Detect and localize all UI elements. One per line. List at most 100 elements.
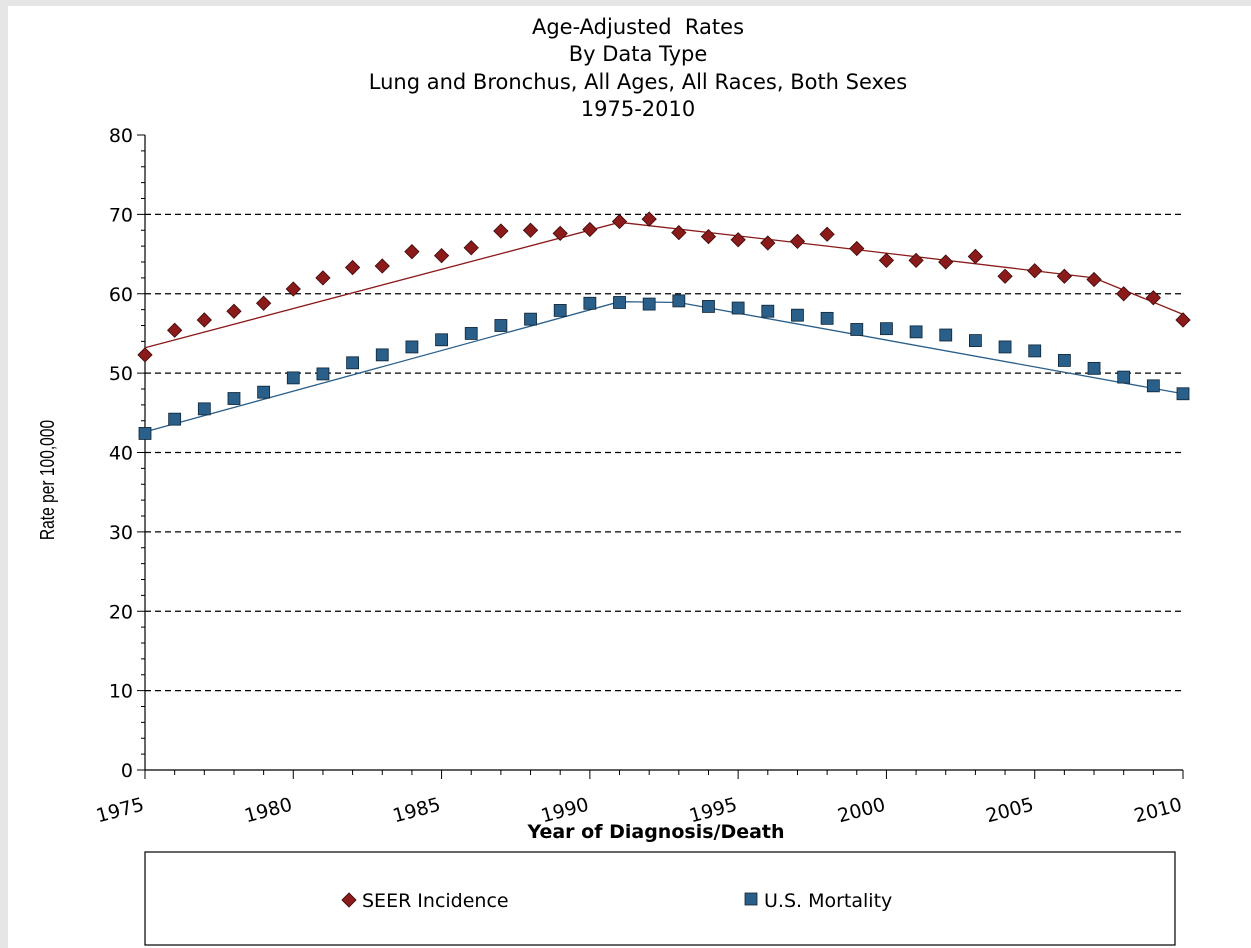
y-axis-ticks: 0 10 20 30 40 50 60 70 80 <box>109 125 145 782</box>
point-seer-incidence-1999 <box>849 240 865 257</box>
point-u-s-mortality-1998 <box>820 311 834 325</box>
point-u-s-mortality-1983 <box>375 348 389 362</box>
legend-marker-us-mortality <box>744 892 758 906</box>
point-seer-incidence-1991 <box>611 213 628 230</box>
point-seer-incidence-1990 <box>582 221 598 238</box>
point-u-s-mortality-1992 <box>642 297 656 311</box>
point-seer-incidence-2000 <box>878 252 895 269</box>
point-seer-incidence-2009 <box>1145 290 1161 306</box>
point-seer-incidence-1989 <box>552 225 568 242</box>
point-u-s-mortality-1990 <box>583 296 597 310</box>
point-u-s-mortality-2004 <box>998 340 1012 354</box>
point-seer-incidence-1975 <box>137 347 153 363</box>
point-u-s-mortality-1986 <box>464 327 478 340</box>
point-u-s-mortality-1981 <box>316 367 330 381</box>
point-u-s-mortality-2000 <box>880 322 893 336</box>
trend-lines <box>144 221 1184 433</box>
point-seer-incidence-2007 <box>1086 271 1102 288</box>
point-seer-incidence-1978 <box>226 303 242 319</box>
gridlines <box>145 213 1183 692</box>
point-u-s-mortality-1997 <box>791 308 804 322</box>
point-seer-incidence-1995 <box>730 232 746 248</box>
title-line-4: 1975-2010 <box>581 97 695 121</box>
y-tick-label-20: 20 <box>109 601 133 623</box>
x-tick-label-2010: 2010 <box>1132 794 1184 828</box>
point-seer-incidence-2001 <box>908 252 924 269</box>
x-axis-title: Year of Diagnosis/Death <box>526 821 784 843</box>
point-u-s-mortality-2008 <box>1117 370 1131 384</box>
point-seer-incidence-2008 <box>1116 286 1132 302</box>
trend-line-u-s-mortality <box>144 301 1184 433</box>
point-seer-incidence-1981 <box>315 270 331 286</box>
title-line-3: Lung and Bronchus, All Ages, All Races, … <box>369 70 907 94</box>
point-u-s-mortality-2003 <box>969 334 982 347</box>
point-u-s-mortality-1976 <box>168 412 182 426</box>
point-u-s-mortality-1975 <box>138 427 152 440</box>
x-tick-label-1985: 1985 <box>390 794 442 828</box>
legend-label-us-mortality: U.S. Mortality <box>764 890 892 912</box>
trend-line-seer-incidence <box>144 221 1184 349</box>
point-u-s-mortality-2005 <box>1028 344 1042 358</box>
x-tick-label-1980: 1980 <box>242 794 294 828</box>
point-u-s-mortality-1989 <box>553 304 567 317</box>
point-u-s-mortality-1999 <box>850 323 864 336</box>
point-seer-incidence-1997 <box>789 233 806 249</box>
point-seer-incidence-1996 <box>760 235 776 251</box>
point-seer-incidence-1983 <box>374 258 390 274</box>
point-seer-incidence-1982 <box>344 259 361 276</box>
x-tick-label-2000: 2000 <box>835 794 887 828</box>
point-seer-incidence-1977 <box>196 312 212 328</box>
point-seer-incidence-1976 <box>167 322 183 338</box>
point-seer-incidence-1993 <box>671 224 687 241</box>
x-axis-ticks: 1975 1980 1985 1990 1995 2000 2005 2010 <box>94 770 1184 827</box>
point-seer-incidence-1986 <box>463 240 479 256</box>
point-u-s-mortality-2002 <box>939 328 953 342</box>
point-seer-incidence-1980 <box>285 281 301 297</box>
point-seer-incidence-2006 <box>1056 268 1073 284</box>
point-u-s-mortality-1980 <box>286 371 300 385</box>
chart-title: Age-Adjusted Rates By Data Type Lung and… <box>369 15 907 121</box>
legend: SEER Incidence U.S. Mortality <box>144 851 1176 946</box>
point-seer-incidence-1998 <box>819 226 835 242</box>
point-seer-incidence-2005 <box>1027 263 1043 279</box>
title-line-1: Age-Adjusted Rates <box>532 15 744 39</box>
point-u-s-mortality-1991 <box>613 296 626 309</box>
point-u-s-mortality-1994 <box>702 300 715 313</box>
point-seer-incidence-1979 <box>255 295 272 311</box>
y-tick-label-60: 60 <box>109 284 133 306</box>
y-tick-label-70: 70 <box>109 204 133 226</box>
y-tick-label-80: 80 <box>109 125 133 147</box>
point-u-s-mortality-1978 <box>227 392 241 405</box>
point-u-s-mortality-1988 <box>524 312 537 326</box>
point-u-s-mortality-1996 <box>761 304 775 318</box>
x-tick-label-1975: 1975 <box>94 794 146 828</box>
y-tick-label-30: 30 <box>109 522 133 544</box>
point-u-s-mortality-1993 <box>672 294 686 308</box>
axes <box>144 135 1183 771</box>
legend-marker-seer-incidence <box>341 892 357 908</box>
point-u-s-mortality-2007 <box>1087 361 1101 375</box>
y-axis-title: Rate per 100,000 <box>36 420 58 540</box>
point-u-s-mortality-1995 <box>731 301 745 315</box>
legend-box <box>144 851 1176 946</box>
data-points <box>137 211 1191 440</box>
point-u-s-mortality-1977 <box>197 402 211 416</box>
title-line-2: By Data Type <box>569 42 708 66</box>
point-seer-incidence-1985 <box>433 248 450 264</box>
point-seer-incidence-1994 <box>700 228 717 245</box>
legend-label-seer-incidence: SEER Incidence <box>362 890 509 912</box>
point-u-s-mortality-1984 <box>405 340 419 354</box>
chart-frame: Age-Adjusted Rates By Data Type Lung and… <box>8 6 1251 948</box>
y-tick-label-50: 50 <box>109 363 133 385</box>
x-tick-label-2005: 2005 <box>984 794 1036 828</box>
y-tick-label-10: 10 <box>109 681 133 703</box>
point-seer-incidence-2010 <box>1175 312 1191 328</box>
point-u-s-mortality-2009 <box>1146 379 1160 393</box>
point-u-s-mortality-1985 <box>435 333 448 347</box>
point-seer-incidence-2004 <box>997 268 1013 284</box>
point-u-s-mortality-1987 <box>494 319 508 332</box>
point-seer-incidence-1988 <box>522 222 539 238</box>
y-tick-label-40: 40 <box>109 443 133 465</box>
point-u-s-mortality-2010 <box>1176 387 1190 401</box>
point-seer-incidence-2003 <box>967 248 984 265</box>
